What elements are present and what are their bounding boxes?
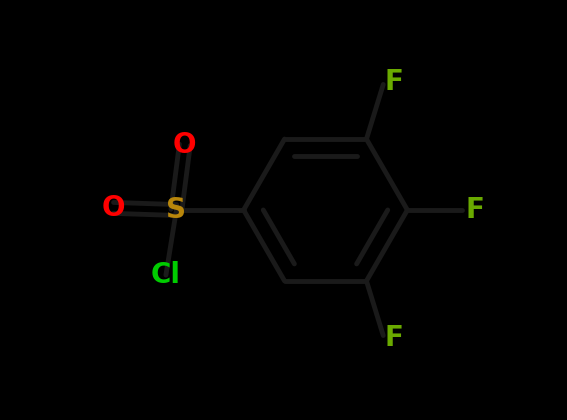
Text: F: F bbox=[384, 68, 403, 96]
Text: O: O bbox=[101, 194, 125, 222]
Text: O: O bbox=[173, 131, 197, 159]
Text: S: S bbox=[166, 196, 187, 224]
Text: Cl: Cl bbox=[151, 261, 181, 289]
Text: F: F bbox=[465, 196, 484, 224]
Text: F: F bbox=[384, 324, 403, 352]
